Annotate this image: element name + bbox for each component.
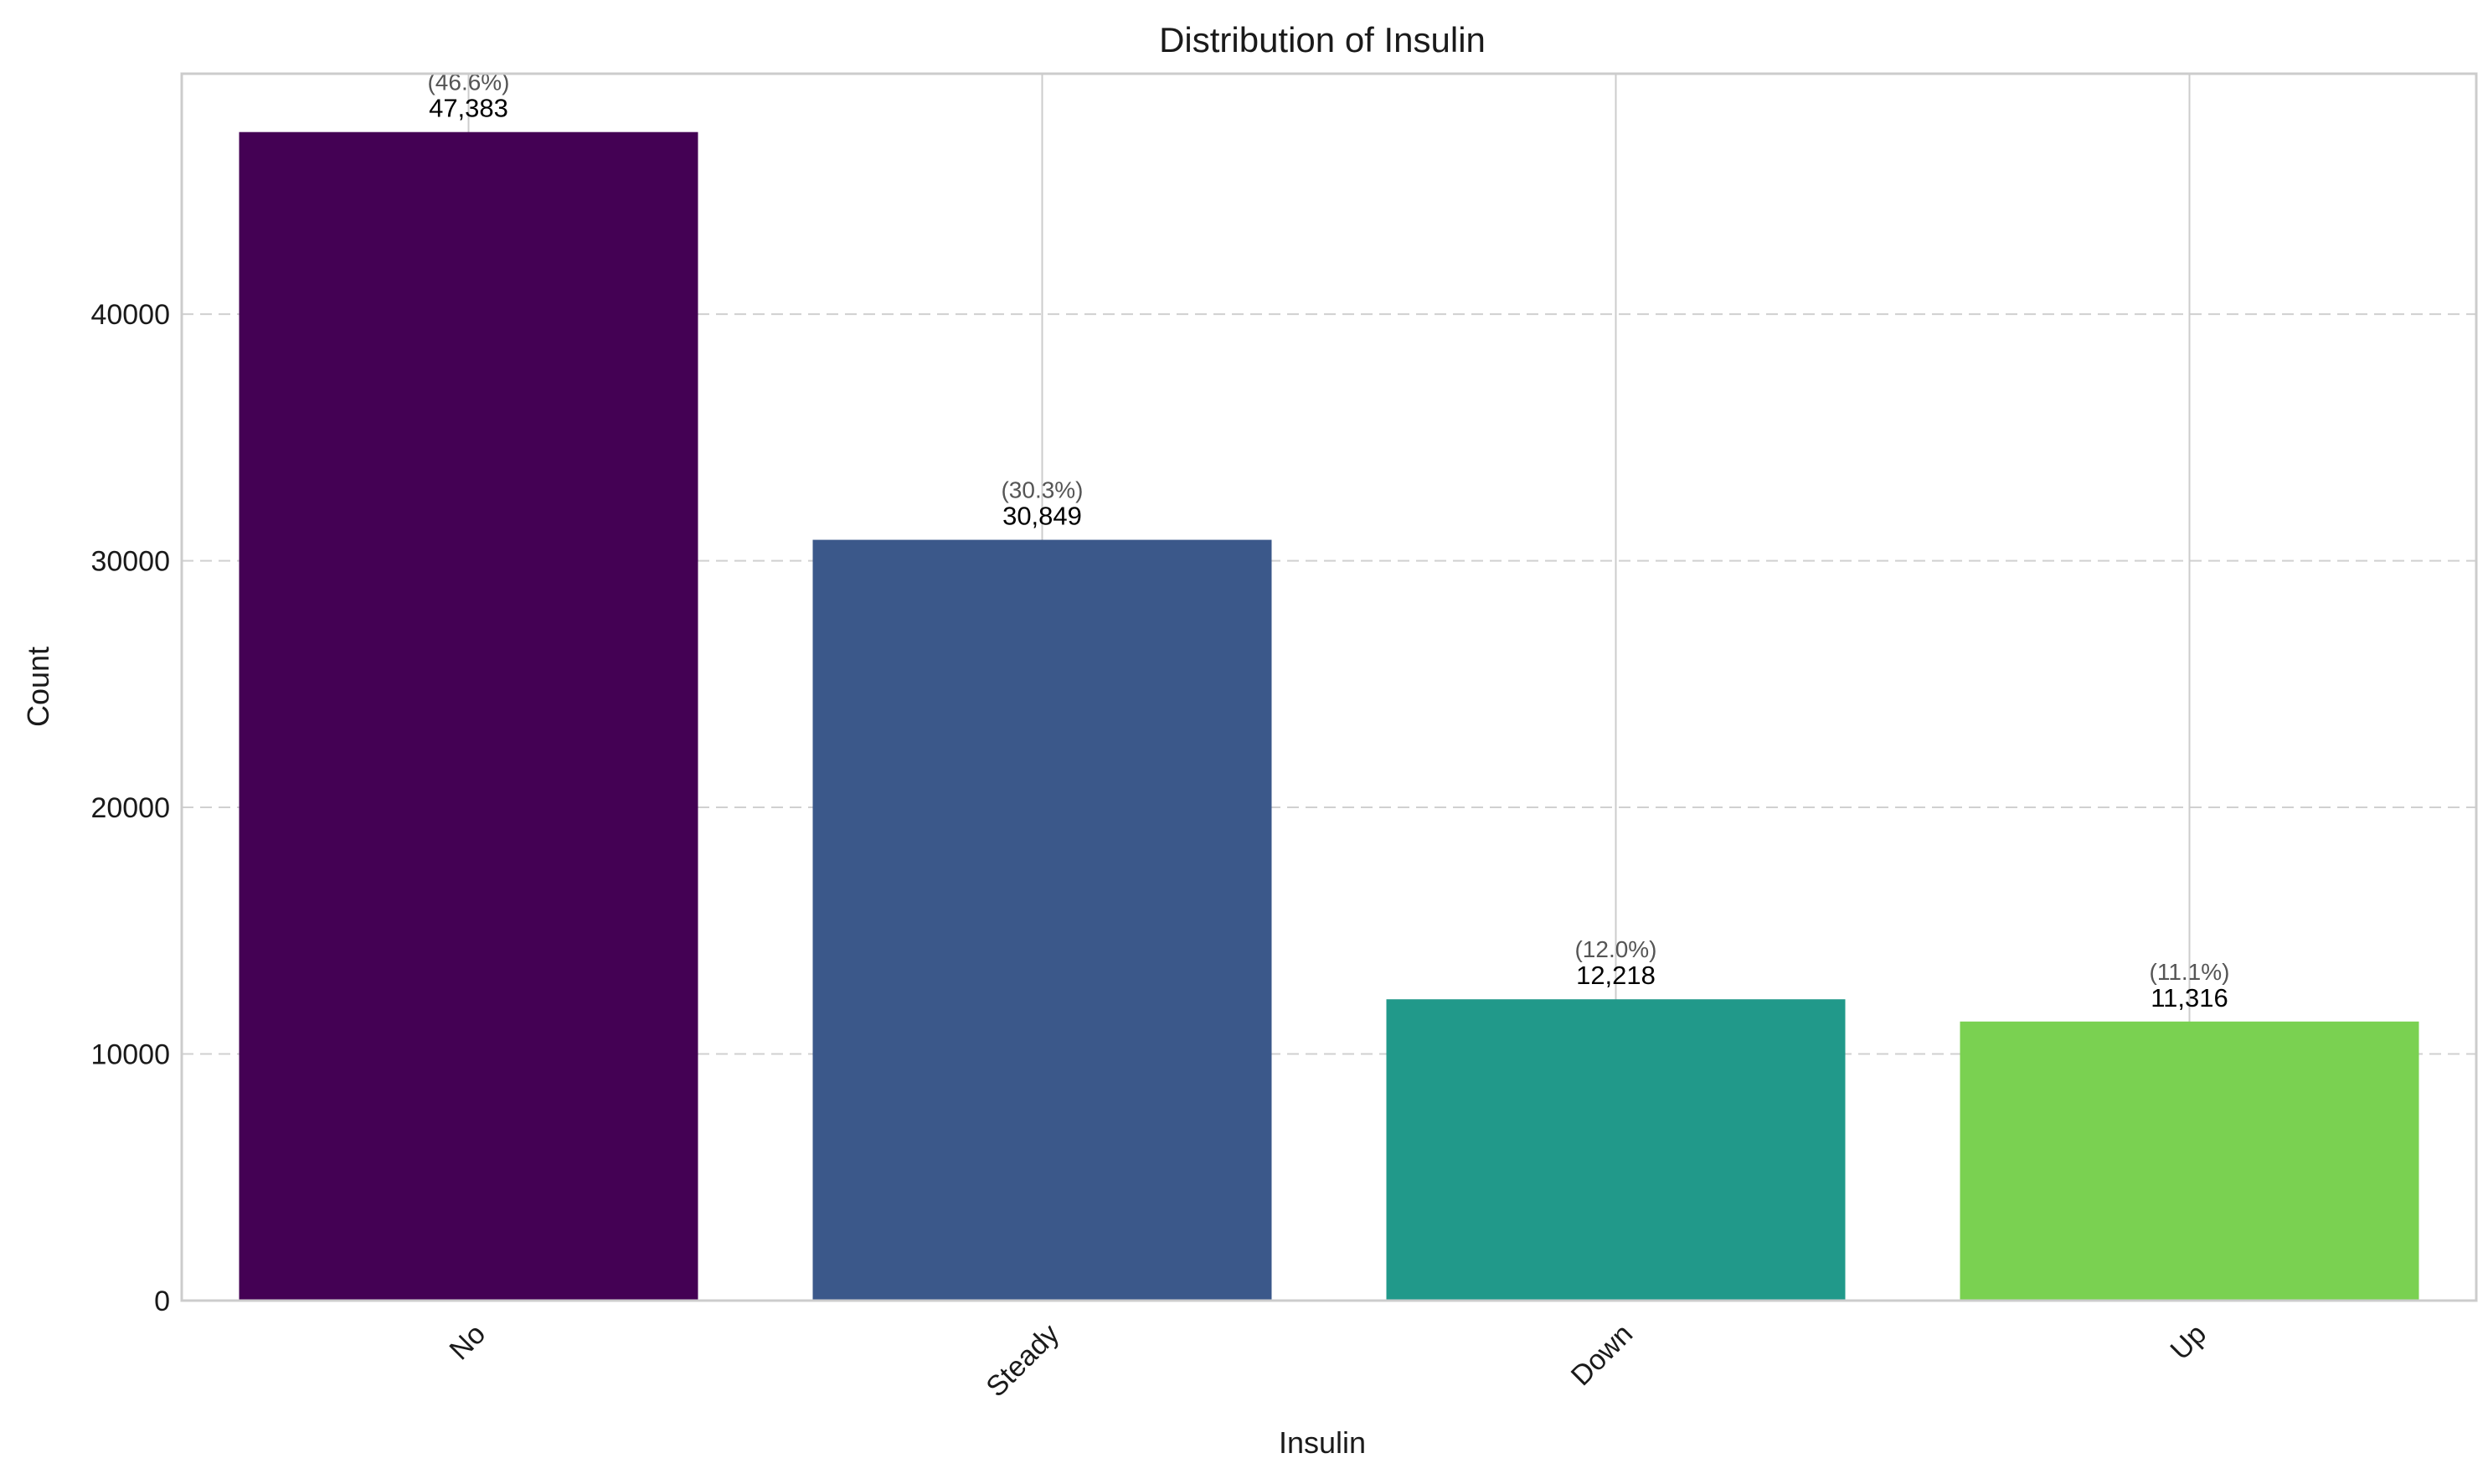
bar-up [1960,1021,2419,1301]
x-tick-label: No [444,1318,492,1367]
plot-frame [180,72,2478,1302]
data-labels: 47,383(46.6%)30,849(30.3%)12,218(12.0%)1… [427,70,2229,1013]
percent-label: (11.1%) [2150,959,2230,985]
bar-steady [812,539,1272,1301]
x-axis-label: Insulin [1279,1425,1366,1460]
y-tick-label: 0 [154,1286,170,1317]
value-label: 47,383 [429,94,508,123]
bar-no [239,131,698,1301]
percent-label: (12.0%) [1574,936,1656,962]
value-label: 12,218 [1576,961,1656,990]
y-tick-label: 40000 [90,299,170,331]
value-label: 30,849 [1002,502,1082,531]
y-tick-label: 30000 [90,546,170,578]
x-axis-ticks: No Steady Down Up [444,1318,2213,1404]
y-tick-label: 10000 [90,1039,170,1071]
y-axis-label: Count [21,647,55,727]
bars [239,131,2419,1301]
percent-label: (30.3%) [1001,477,1083,503]
x-tick-label: Steady [980,1318,1065,1404]
bar-down [1386,999,1846,1301]
value-label: 11,316 [2151,983,2228,1013]
y-axis-ticks: 0 10000 20000 30000 40000 [90,299,170,1317]
x-tick-label: Up [2165,1318,2213,1367]
y-tick-label: 20000 [90,792,170,824]
x-tick-label: Down [1565,1318,1639,1392]
chart-title: Distribution of Insulin [1159,20,1486,59]
